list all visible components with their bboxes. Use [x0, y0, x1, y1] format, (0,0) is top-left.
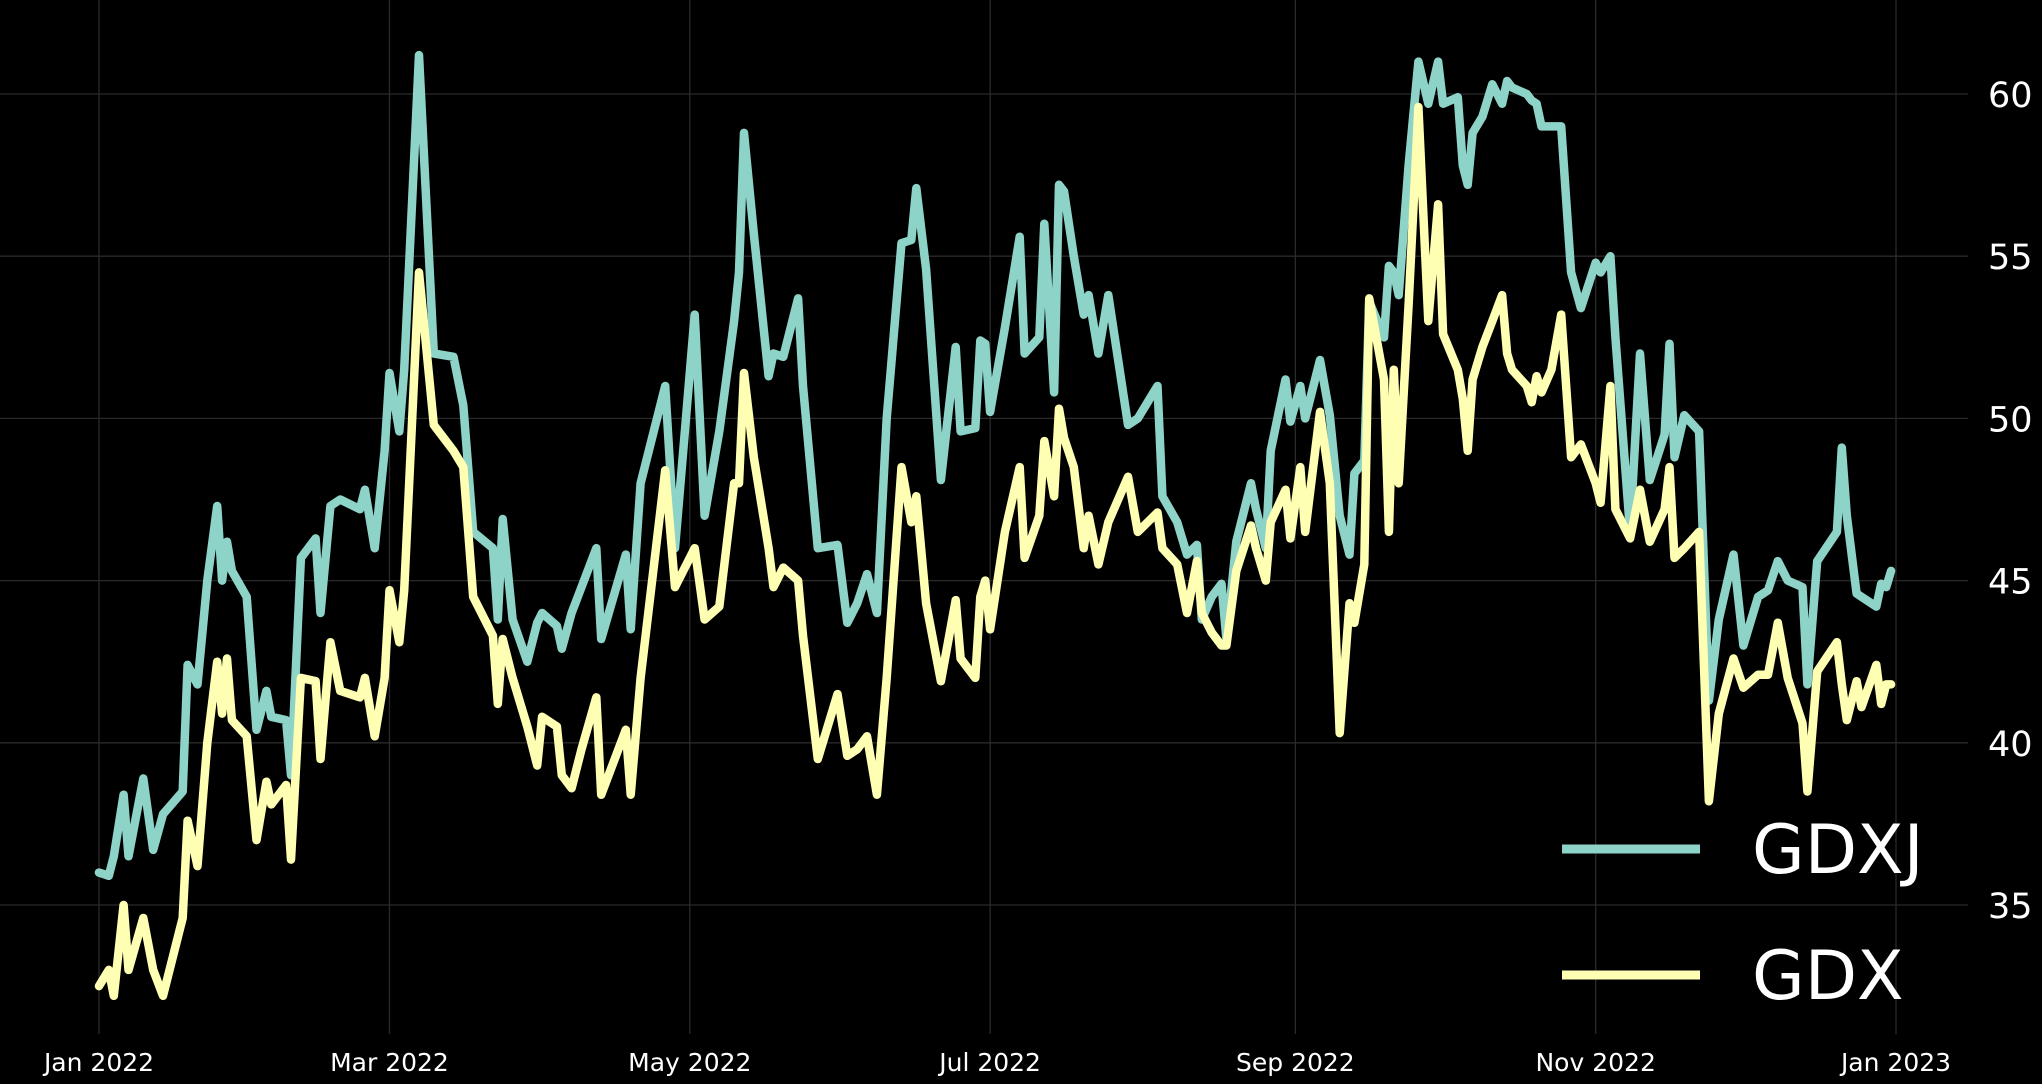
y-tick-label: 55 — [1988, 238, 2033, 278]
y-tick-label: 35 — [1988, 887, 2033, 927]
y-tick-label: 50 — [1988, 400, 2033, 440]
series-line-gdx — [94, 102, 1896, 1001]
y-tick-label: 40 — [1988, 725, 2033, 765]
y-tick-label: 45 — [1988, 563, 2033, 603]
series-line-gdxj — [94, 50, 1896, 881]
x-tick-label: Sep 2022 — [1236, 1048, 1355, 1077]
y-tick-label: 60 — [1988, 76, 2033, 116]
legend-label: GDX — [1752, 937, 1904, 1016]
legend-label: GDXJ — [1752, 811, 1924, 890]
x-axis: Jan 2022 Mar 2022 May 2022 Jul 2022 Sep 2022… — [42, 1048, 1951, 1077]
legend: GDXJ GDX — [1562, 811, 1924, 1016]
grid — [0, 0, 1968, 1034]
x-tick-label: Jan 2022 — [42, 1048, 154, 1077]
x-tick-label: May 2022 — [628, 1048, 751, 1077]
y-axis: 35 40 45 50 55 60 — [1988, 76, 2033, 927]
x-tick-label: Jan 2023 — [1839, 1048, 1951, 1077]
series-lines — [94, 50, 1896, 1001]
x-tick-label: Jul 2022 — [937, 1048, 1041, 1077]
x-tick-label: Mar 2022 — [330, 1048, 449, 1077]
x-tick-label: Nov 2022 — [1535, 1048, 1655, 1077]
